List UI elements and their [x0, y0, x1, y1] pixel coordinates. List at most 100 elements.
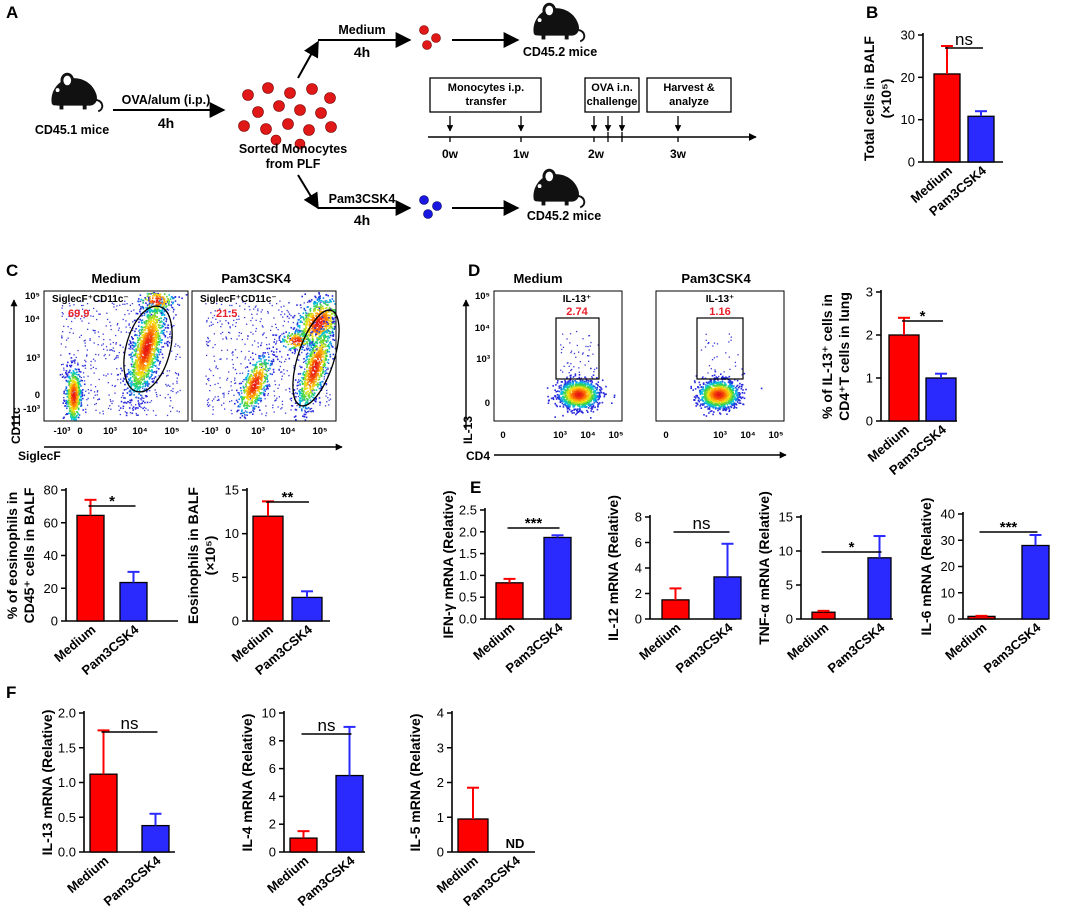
event-dot	[303, 331, 306, 333]
event-dot	[241, 397, 243, 400]
event-dot	[176, 377, 178, 379]
event-dot	[172, 318, 175, 320]
event-dot	[333, 309, 336, 311]
event-dot	[67, 412, 70, 415]
event-dot	[246, 386, 249, 388]
event-dot	[174, 300, 177, 302]
event-dot	[303, 308, 306, 311]
event-dot	[294, 415, 297, 417]
event-dot	[247, 379, 250, 382]
event-dot	[309, 342, 311, 345]
event-dot	[325, 366, 327, 369]
event-dot	[319, 372, 322, 375]
event-dot	[229, 327, 231, 329]
event-dot	[138, 377, 140, 380]
event-dot	[256, 400, 258, 402]
event-dot	[208, 341, 210, 343]
event-dot	[166, 295, 168, 298]
event-dot	[261, 373, 264, 376]
event-dot	[296, 323, 299, 325]
event-dot	[304, 419, 307, 421]
event-dot	[226, 338, 228, 340]
event-dot	[306, 352, 309, 355]
event-dot	[301, 394, 304, 396]
event-dot	[131, 356, 133, 358]
event-dot	[143, 368, 145, 371]
event-dot	[298, 392, 301, 394]
event-dot	[175, 373, 178, 375]
event-dot	[165, 320, 167, 323]
event-dot	[261, 365, 264, 367]
event-dot	[73, 384, 75, 386]
event-dot	[159, 311, 162, 314]
event-dot	[277, 329, 279, 331]
event-dot	[310, 371, 313, 374]
event-dot	[234, 315, 236, 318]
event-dot	[314, 344, 316, 347]
event-dot	[138, 335, 140, 337]
event-dot	[333, 327, 336, 329]
event-dot	[217, 382, 219, 385]
event-dot	[313, 365, 316, 368]
event-dot	[68, 402, 71, 405]
event-dot	[302, 316, 304, 319]
event-dot	[312, 314, 315, 317]
event-dot	[129, 373, 131, 376]
event-dot	[263, 389, 265, 392]
event-dot	[315, 366, 318, 368]
event-dot	[150, 400, 153, 402]
event-dot	[131, 372, 134, 374]
event-dot	[272, 358, 275, 361]
event-dot	[145, 320, 147, 322]
event-dot	[303, 318, 305, 321]
event-dot	[283, 340, 285, 343]
event-dot	[303, 317, 305, 320]
event-dot	[264, 362, 267, 364]
event-dot	[206, 399, 209, 401]
event-dot	[569, 342, 571, 344]
medium-time: 4h	[354, 44, 370, 60]
event-dot	[63, 377, 66, 379]
event-dot	[252, 381, 254, 383]
event-dot	[69, 404, 71, 406]
event-dot	[126, 392, 129, 394]
event-dot	[323, 364, 326, 366]
event-dot	[67, 389, 69, 391]
event-dot	[310, 358, 312, 361]
event-dot	[162, 357, 164, 359]
event-dot	[79, 390, 81, 393]
event-dot	[310, 351, 313, 353]
event-dot	[146, 323, 148, 326]
event-dot	[71, 392, 73, 394]
event-dot	[156, 329, 158, 332]
event-dot	[269, 302, 271, 304]
event-dot	[157, 292, 159, 295]
event-dot	[253, 405, 255, 407]
event-dot	[300, 307, 302, 309]
event-dot	[317, 367, 320, 369]
sorted-label-line1: Sorted Monocytes	[239, 142, 347, 156]
event-dot	[227, 392, 230, 395]
event-dot	[576, 344, 578, 347]
event-dot	[276, 397, 278, 399]
event-dot	[150, 302, 153, 304]
event-dot	[85, 411, 87, 414]
event-dot	[147, 354, 149, 357]
event-dot	[237, 392, 239, 394]
event-dot	[261, 366, 263, 369]
event-dot	[301, 409, 303, 412]
event-dot	[140, 386, 142, 388]
event-dot	[320, 317, 322, 319]
event-dot	[324, 315, 326, 318]
event-dot	[239, 372, 241, 375]
event-dot	[247, 398, 249, 400]
event-dot	[302, 399, 304, 401]
event-dot	[141, 366, 144, 369]
event-dot	[177, 303, 179, 305]
event-dot	[120, 400, 123, 403]
event-dot	[72, 332, 74, 334]
event-dot	[178, 296, 180, 298]
event-dot	[267, 311, 269, 313]
event-dot	[217, 395, 219, 398]
event-dot	[142, 339, 145, 341]
